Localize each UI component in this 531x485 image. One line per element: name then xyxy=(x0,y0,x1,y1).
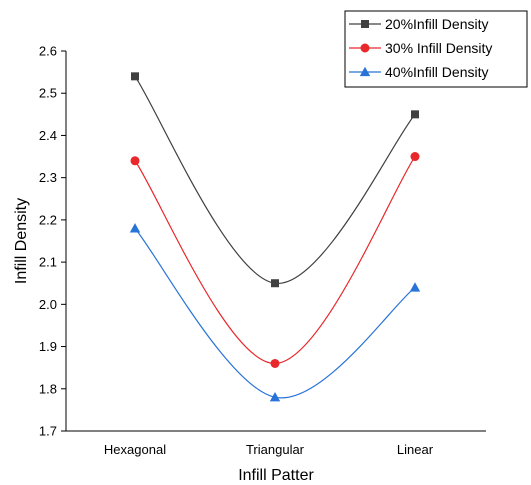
data-point xyxy=(411,110,419,119)
legend-item: 40%Infill Density xyxy=(349,64,489,80)
y-tick-label: 1.8 xyxy=(39,381,57,396)
legend-frame xyxy=(344,10,528,88)
legend-marker xyxy=(360,43,370,53)
series-3 xyxy=(129,223,421,402)
x-tick-label: Triangular xyxy=(246,442,305,457)
series-group xyxy=(129,72,421,402)
data-point xyxy=(270,358,280,368)
series-line xyxy=(134,227,416,399)
series-line xyxy=(134,75,416,284)
y-tick-label: 2.6 xyxy=(39,44,57,59)
x-tick-label: Hexagonal xyxy=(104,442,166,457)
data-point xyxy=(409,282,421,292)
legend-label: 40%Infill Density xyxy=(385,64,489,80)
y-tick-label: 1.7 xyxy=(39,424,57,439)
data-point xyxy=(269,392,281,402)
legend-marker xyxy=(359,66,371,77)
legend-label: 20%Infill Density xyxy=(385,16,489,32)
x-axis-ticks: Hexagonal Triangular Linear xyxy=(104,442,434,457)
y-tick-label: 2.3 xyxy=(39,170,57,185)
y-tick-label: 2.4 xyxy=(39,128,57,143)
data-point xyxy=(271,279,279,288)
series-1 xyxy=(131,72,419,288)
data-point xyxy=(410,152,420,162)
x-axis-title: Infill Patter xyxy=(238,467,314,484)
y-axis-ticks: 1.7 1.8 1.9 2.0 2.1 2.2 2.3 2.4 2.5 2.6 xyxy=(39,44,66,439)
legend-marker xyxy=(361,20,369,28)
y-tick-label: 2.0 xyxy=(39,297,57,312)
legend: 20%Infill Density 30% Infill Density 40%In… xyxy=(344,10,528,88)
legend-items: 20%Infill Density 30% Infill Density 40%In… xyxy=(349,16,492,80)
series-2 xyxy=(130,152,420,368)
y-tick-label: 2.5 xyxy=(39,86,57,101)
data-point xyxy=(131,72,139,81)
y-tick-label: 2.2 xyxy=(39,212,57,227)
x-tick-label: Linear xyxy=(397,442,434,457)
legend-label: 30% Infill Density xyxy=(385,40,492,56)
y-tick-label: 1.9 xyxy=(39,339,57,354)
legend-item: 20%Infill Density xyxy=(349,16,489,32)
legend-item: 30% Infill Density xyxy=(349,40,492,56)
y-axis-title: Infill Density xyxy=(13,198,30,284)
y-tick-label: 2.1 xyxy=(39,255,57,270)
data-point xyxy=(130,156,140,166)
axes xyxy=(65,51,486,432)
data-point xyxy=(129,223,141,233)
